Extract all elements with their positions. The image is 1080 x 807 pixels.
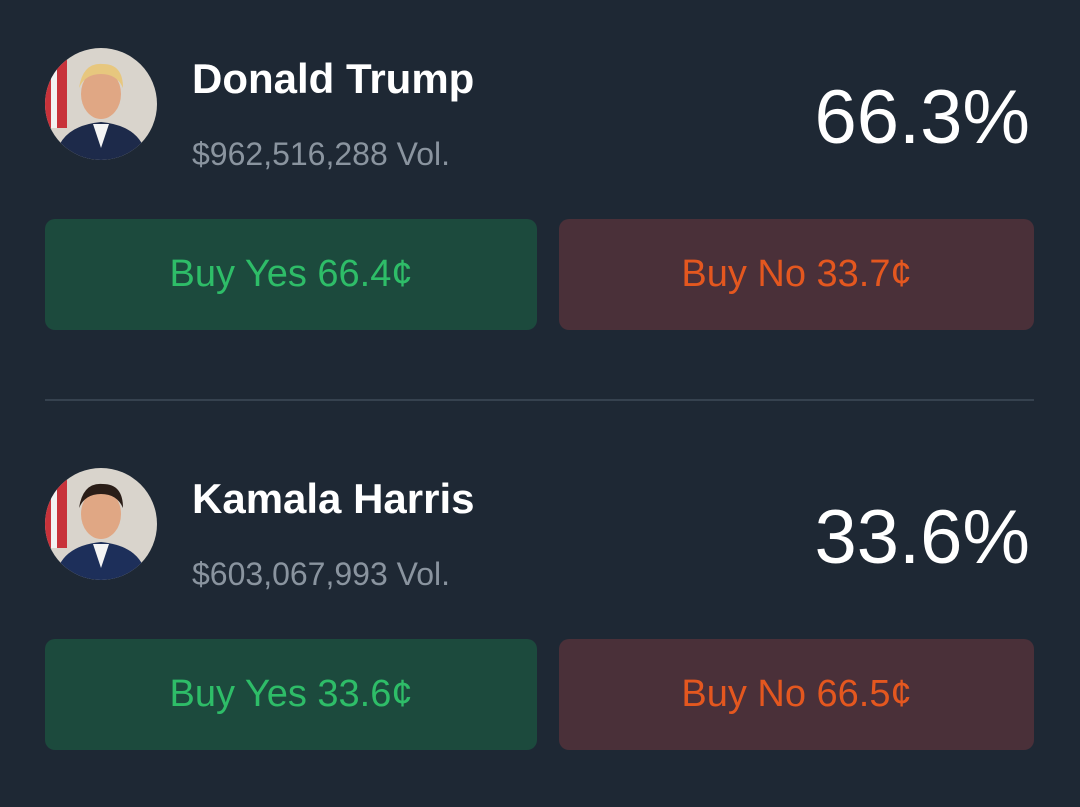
buy-yes-button[interactable]: Buy Yes 66.4¢ [45,219,537,330]
avatar [45,468,157,580]
avatar [45,48,157,160]
avatar-image [45,48,157,160]
candidate-name: Kamala Harris [192,475,475,522]
buy-no-button[interactable]: Buy No 66.5¢ [559,639,1034,750]
probability: 33.6% [814,495,1031,580]
avatar-image [45,468,157,580]
buy-no-button[interactable]: Buy No 33.7¢ [559,219,1034,330]
volume: $603,067,993 Vol. [192,556,451,592]
divider [45,399,1034,401]
buy-yes-button[interactable]: Buy Yes 33.6¢ [45,639,537,750]
candidate-name: Donald Trump [192,55,475,102]
volume: $962,516,288 Vol. [192,136,451,172]
probability: 66.3% [814,75,1031,160]
